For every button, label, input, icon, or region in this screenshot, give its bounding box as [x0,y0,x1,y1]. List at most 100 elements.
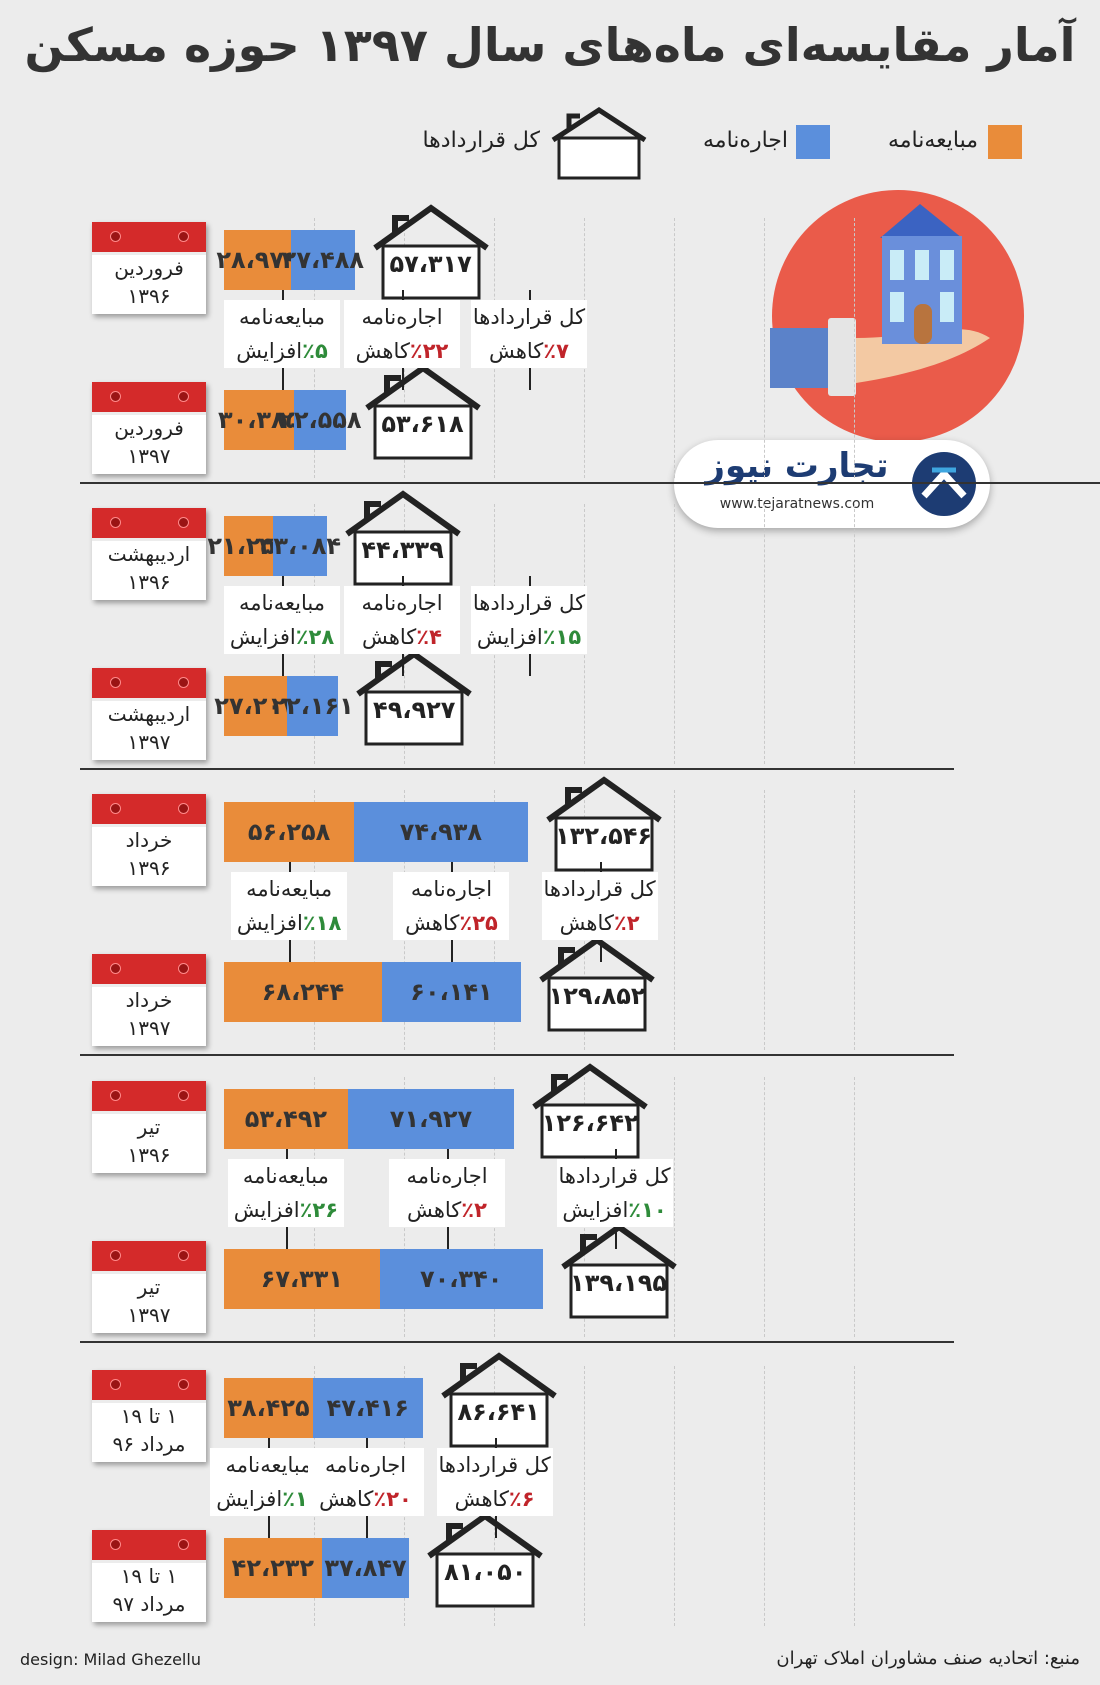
bar-sale: ۵۳،۴۹۲ [224,1089,348,1149]
change-value: ٪۱۸افزایش [236,911,342,935]
total-house-icon: ۵۷،۳۱۷ [371,202,491,302]
total-house-icon: ۱۲۹،۸۵۲ [537,934,657,1034]
calendar-year: ۱۳۹۷ [127,444,171,468]
bar-sale: ۴۲،۲۳۲ [224,1538,322,1598]
bar-sale: ۳۸،۴۲۵ [224,1378,313,1438]
legend-total-label: کل قراردادها [422,128,540,153]
bar-sale: ۲۸،۹۷۹ [216,230,299,290]
calendar-month: تیر [137,1115,161,1139]
change-series-name: اجاره‌نامه [406,1164,488,1188]
calendar-icon: اردیبهشت ۱۳۹۶ [92,508,206,600]
brand-logo-icon [912,452,976,516]
total-value: ۱۲۶،۶۴۲ [541,1109,639,1137]
gridline [764,790,765,1050]
change-series-name: اجاره‌نامه [361,591,443,615]
change-series-name: مبایعه‌نامه [239,305,325,329]
calendar-icon: تیر ۱۳۹۷ [92,1241,206,1333]
group-divider [80,1341,954,1343]
group-divider [80,1054,954,1056]
legend-rent-swatch [796,125,830,159]
calendar-icon: خرداد ۱۳۹۷ [92,954,206,1046]
change-series-name: اجاره‌نامه [324,1453,407,1477]
bar-rent: ۴۷،۴۱۶ [312,1378,423,1438]
gridline [854,218,855,478]
bar-rent: ۲۲،۵۵۸ [279,390,362,450]
calendar-year: ۱۳۹۶ [127,856,171,880]
change-label-rent: اجاره‌نامه ٪۲۲کاهش [344,300,460,368]
change-value: ٪۱۰افزایش [562,1198,667,1222]
total-house-icon: ۴۹،۹۲۷ [354,648,474,748]
gridline [674,790,675,1050]
calendar-month: خرداد [125,988,173,1012]
total-house-icon: ۱۳۲،۵۴۶ [544,774,664,874]
total-value: ۱۲۹،۸۵۲ [548,982,646,1010]
change-label-total: کل قراردادها ٪۲کاهش [541,872,658,940]
change-value: ٪۵افزایش [236,339,328,363]
calendar-month: ۱ تا ۱۹ [120,1404,178,1428]
change-value: ٪۲کاهش [407,1198,487,1222]
gridline [764,504,765,764]
calendar-icon: ۱ تا ۱۹ مرداد ۹۶ [92,1370,206,1462]
calendar-month: خرداد [125,828,173,852]
change-label-total: کل قراردادها ٪۶کاهش [436,1448,553,1516]
change-series-name: اجاره‌نامه [361,305,443,329]
change-label-sale: مبایعه‌نامه ٪۵افزایش [224,300,340,368]
total-value: ۴۴،۳۳۹ [361,536,444,564]
bar-rent: ۲۷،۴۸۸ [282,230,364,290]
bar-rent: ۷۰،۳۴۰ [379,1249,543,1309]
calendar-year: ۱۳۹۷ [127,1016,171,1040]
bar-rent: ۲۳،۰۸۴ [259,516,341,576]
total-value: ۸۱،۰۵۰ [444,1558,527,1586]
bar-rent: ۳۷،۸۴۷ [321,1538,410,1598]
bar-sale: ۶۷،۳۳۱ [224,1249,380,1309]
change-label-rent: اجاره‌نامه ٪۲۰کاهش [307,1448,424,1516]
change-series-name: کل قراردادها [558,1164,671,1188]
house-in-hand-illustration [770,190,1024,442]
change-series-name: کل قراردادها [543,877,656,901]
change-label-rent: اجاره‌نامه ٪۲۵کاهش [393,872,510,940]
change-label-total: کل قراردادها ٪۱۵افزایش [471,586,587,654]
bar-sale: ۵۶،۲۵۸ [224,802,355,862]
calendar-icon: اردیبهشت ۱۳۹۷ [92,668,206,760]
gridline [764,1366,765,1626]
group-divider [80,482,1100,484]
change-series-name: مبایعه‌نامه [246,877,333,901]
gridline [674,1366,675,1626]
total-value: ۴۹،۹۲۷ [373,696,456,724]
calendar-icon: خرداد ۱۳۹۶ [92,794,206,886]
gridline [854,1077,855,1337]
brand-url: www.tejaratnews.com [719,496,875,512]
calendar-year: ۱۳۹۷ [127,730,171,754]
brand-name: تجارت نیوز [705,446,889,486]
calendar-month: ۱ تا ۱۹ [120,1564,178,1588]
calendar-month: اردیبهشت [107,702,191,726]
legend-rent-label: اجاره‌نامه [703,128,788,153]
calendar-year: مرداد ۹۷ [112,1592,186,1616]
change-series-name: کل قراردادها [438,1453,551,1477]
brand-logo-badge: تجارت نیوز www.tejaratnews.com [674,440,990,528]
calendar-icon: فروردین ۱۳۹۶ [92,222,206,314]
gridline [854,790,855,1050]
calendar-icon: تیر ۱۳۹۶ [92,1081,206,1173]
gridline [764,218,765,478]
calendar-month: فروردین [114,416,184,440]
change-value: ٪۶کاهش [454,1487,535,1511]
bar-rent: ۷۴،۹۳۸ [354,802,528,862]
change-series-name: مبایعه‌نامه [239,591,325,615]
calendar-month: اردیبهشت [107,542,191,566]
gridline [764,1077,765,1337]
change-series-name: اجاره‌نامه [410,877,493,901]
change-series-name: مبایعه‌نامه [225,1453,312,1477]
calendar-year: ۱۳۹۶ [127,1143,171,1167]
calendar-icon: ۱ تا ۱۹ مرداد ۹۷ [92,1530,206,1622]
total-house-icon: ۸۱،۰۵۰ [425,1510,545,1610]
total-value: ۵۷،۳۱۷ [389,250,472,278]
calendar-month: تیر [137,1275,161,1299]
change-label-sale: مبایعه‌نامه ٪۲۸افزایش [224,586,340,654]
bar-rent: ۷۱،۹۲۷ [347,1089,515,1149]
change-series-name: مبایعه‌نامه [242,1164,329,1188]
gridline [584,1366,585,1626]
bar-sale: ۲۷،۲۰۷ [214,676,297,736]
change-value: ٪۲۲کاهش [355,339,449,363]
gridline [674,1077,675,1337]
